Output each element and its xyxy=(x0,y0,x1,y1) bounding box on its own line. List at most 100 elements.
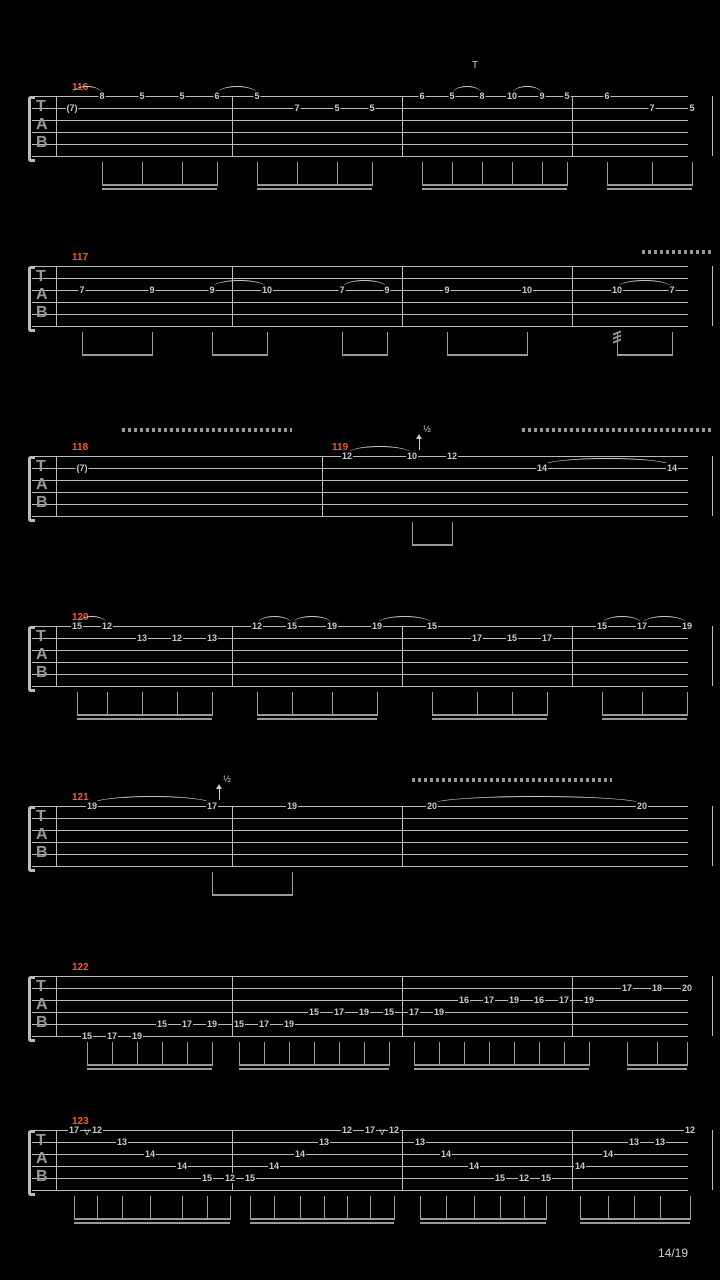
staff-system: 121TAB½1917192020 xyxy=(32,806,688,866)
fret-number: 19 xyxy=(283,1019,295,1029)
vibrato-mark xyxy=(522,428,712,432)
fret-number: 19 xyxy=(286,801,298,811)
beam-group xyxy=(627,1042,687,1070)
staff-lines xyxy=(32,1130,688,1190)
fret-number: 15 xyxy=(244,1173,256,1183)
fret-number: 15 xyxy=(81,1031,93,1041)
staff-lines xyxy=(32,266,688,326)
tab-clef: TAB xyxy=(36,628,47,682)
fret-number: 14 xyxy=(440,1149,452,1159)
beam-group xyxy=(602,692,687,720)
beam-group xyxy=(102,162,217,190)
fret-number: 5 xyxy=(688,103,695,113)
fret-number: 13 xyxy=(206,633,218,643)
fret-number: 19 xyxy=(508,995,520,1005)
staff-system: 117TAB7991079910107 xyxy=(32,266,688,326)
barline xyxy=(56,806,57,866)
barline xyxy=(572,96,573,156)
fret-number: 15 xyxy=(308,1007,320,1017)
barline xyxy=(572,266,573,326)
slur xyxy=(347,446,412,454)
fret-number: 12 xyxy=(341,1125,353,1135)
fret-number: 17 xyxy=(364,1125,376,1135)
beam-group xyxy=(412,522,452,550)
fret-number: 20 xyxy=(426,801,438,811)
beam-group xyxy=(212,332,267,360)
barline xyxy=(56,626,57,686)
fret-number: 9 xyxy=(148,285,155,295)
fret-number: 15 xyxy=(383,1007,395,1017)
fret-number: 10 xyxy=(506,91,518,101)
slur xyxy=(432,796,642,804)
fret-number: (7) xyxy=(76,463,89,473)
beam-group xyxy=(447,332,527,360)
fret-number: 13 xyxy=(318,1137,330,1147)
beam-group xyxy=(580,1196,690,1224)
barline xyxy=(402,626,403,686)
fret-number: 17 xyxy=(106,1031,118,1041)
barline xyxy=(232,806,233,866)
beam-group xyxy=(250,1196,394,1224)
upstroke-mark: V xyxy=(379,1128,384,1137)
fret-number: 6 xyxy=(603,91,610,101)
fret-number: 12 xyxy=(388,1125,400,1135)
fret-number: 17 xyxy=(558,995,570,1005)
fret-number: 17 xyxy=(206,801,218,811)
fret-number: 14 xyxy=(536,463,548,473)
vibrato-mark xyxy=(412,778,612,782)
barline xyxy=(712,1130,713,1190)
beam-group xyxy=(342,332,387,360)
fret-number: 13 xyxy=(116,1137,128,1147)
fret-number: 20 xyxy=(636,801,648,811)
fret-number: 15 xyxy=(71,621,83,631)
barline xyxy=(712,96,713,156)
beam-group xyxy=(422,162,567,190)
fret-number: 13 xyxy=(628,1137,640,1147)
fret-number: 12 xyxy=(224,1173,236,1183)
slur xyxy=(377,616,432,624)
fret-number: 12 xyxy=(518,1173,530,1183)
barline xyxy=(232,96,233,156)
top-mark: T xyxy=(472,60,478,71)
barline xyxy=(572,1130,573,1190)
fret-number: 9 xyxy=(383,285,390,295)
fret-number: 14 xyxy=(268,1161,280,1171)
bend-label: ½ xyxy=(223,774,231,784)
fret-number: 7 xyxy=(78,285,85,295)
upstroke-mark: V xyxy=(84,1128,89,1137)
staff-system: 123TAB1712131414151215141413121712131414… xyxy=(32,1130,688,1190)
beam-group xyxy=(432,692,547,720)
fret-number: 10 xyxy=(611,285,623,295)
beam-group xyxy=(212,872,292,900)
staff-lines xyxy=(32,626,688,686)
fret-number: 13 xyxy=(136,633,148,643)
barline xyxy=(402,266,403,326)
bend-arrow-icon xyxy=(219,788,220,800)
beam-group xyxy=(607,162,692,190)
fret-number: 5 xyxy=(333,103,340,113)
barline xyxy=(712,806,713,866)
fret-number: 6 xyxy=(213,91,220,101)
fret-number: 17 xyxy=(408,1007,420,1017)
barline xyxy=(232,626,233,686)
tab-clef: TAB xyxy=(36,808,47,862)
fret-number: 20 xyxy=(681,983,693,993)
beam-group xyxy=(77,692,212,720)
beam-group xyxy=(239,1042,389,1070)
fret-number: 15 xyxy=(426,621,438,631)
barline xyxy=(322,456,323,516)
fret-number: 10 xyxy=(406,451,418,461)
staff-lines xyxy=(32,976,688,1036)
staff-system: 118119TAB½(7)1210121414 xyxy=(32,456,688,516)
vibrato-mark xyxy=(642,250,712,254)
fret-number: 13 xyxy=(654,1137,666,1147)
barline xyxy=(402,976,403,1036)
beam-group xyxy=(74,1196,230,1224)
measure-number: 117 xyxy=(72,252,88,263)
fret-number: 5 xyxy=(368,103,375,113)
barline xyxy=(402,806,403,866)
fret-number: 14 xyxy=(574,1161,586,1171)
staff-system: 122TAB1517191517191517191517191517191617… xyxy=(32,976,688,1036)
barline xyxy=(402,1130,403,1190)
barline xyxy=(572,976,573,1036)
